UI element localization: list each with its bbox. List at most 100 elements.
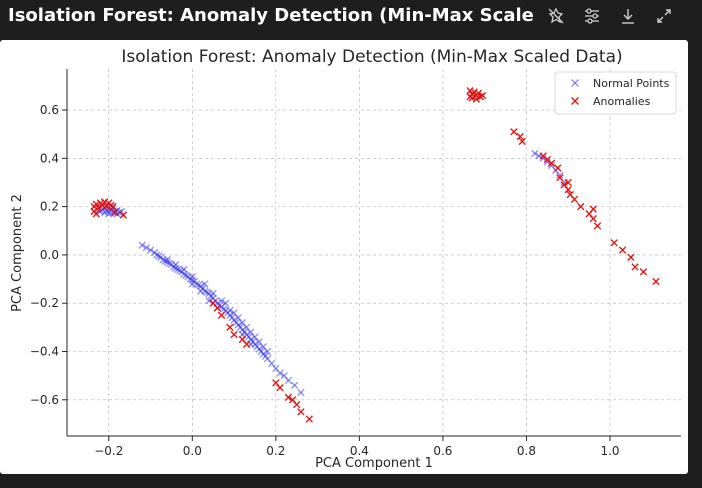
normal-point-stroke [171,260,180,269]
normal-point-stroke [117,207,125,216]
anomaly-point [119,211,128,219]
normal-point-stroke [142,243,151,252]
normal-point [276,369,284,377]
anomaly-point [518,137,526,146]
anomaly-point-stroke [119,211,128,219]
normal-point-stroke [259,342,268,351]
anomaly-point [564,186,572,194]
scatter-chart: Isolation Forest: Anomaly Detection (Min… [10,47,681,471]
anomaly-point-stroke [478,91,487,100]
download-button[interactable] [610,1,646,31]
legend-box [554,71,677,115]
anomaly-point-stroke [547,159,556,167]
anomaly-point [564,178,572,187]
anomaly-point-stroke [213,304,222,312]
normal-point-stroke [234,313,242,322]
anomaly-point-stroke [627,253,635,262]
anomaly-point-stroke [288,396,297,404]
x-tick-label: 0.4 [350,444,369,458]
normal-point-stroke [226,306,234,315]
normal-point-stroke [297,388,305,397]
download-icon [622,9,634,24]
anomaly-point-stroke [276,384,284,392]
anomaly-point-stroke [593,222,602,230]
anomaly-point [631,263,639,271]
anomaly-point [516,132,524,141]
y-tick-label: 0.2 [40,200,59,214]
normal-point [146,246,155,254]
anomaly-point [100,198,109,206]
normal-point [138,241,146,249]
legend-label-anomalies: Anomalies [593,95,651,108]
anomaly-point-stroke [556,173,564,182]
anomaly-point-stroke [472,95,481,103]
y-tick-label: −0.6 [30,393,59,407]
anomaly-point [556,173,564,182]
normal-point [205,297,213,305]
normal-point [105,210,113,218]
normal-point-stroke [255,338,263,346]
normal-point-stroke [547,161,556,170]
legend-anomaly-x [571,97,579,105]
anomaly-point [639,268,648,276]
legend-normal-x-stroke [571,79,579,87]
anomaly-point [570,195,579,204]
anomaly-point [92,200,100,208]
normal-point [242,323,251,332]
anomaly-point-stroke [560,181,568,189]
x-axis-label: PCA Component 1 [315,456,433,471]
normal-point [180,265,188,274]
anomaly-point [547,159,556,167]
normal-point [226,306,234,315]
anomaly-point-stroke [98,201,107,210]
anomaly-point-stroke [297,408,305,416]
anomaly-point [284,393,293,402]
anomaly-point-stroke [284,393,293,402]
normal-point-stroke [284,376,293,385]
anomaly-point-stroke [242,340,251,348]
normal-point-stroke [188,272,197,281]
normal-point-stroke [238,318,247,327]
y-axis-label: PCA Component 2 [10,194,25,312]
anomaly-point-stroke [539,152,547,160]
normal-point-stroke [146,246,155,254]
y-tick-label: 0.6 [40,103,59,117]
normal-point-stroke [531,149,539,158]
settings-button[interactable] [574,1,610,31]
legend-label-normal: Normal Points [593,77,670,90]
anomaly-point-stroke [272,379,280,387]
normal-point-stroke [272,364,280,373]
y-tick-label: 0.0 [40,248,59,262]
normal-point-stroke [267,359,276,368]
legend-anomaly-x-stroke [571,97,579,105]
normal-point-stroke [196,287,205,295]
normal-point-stroke [230,309,238,317]
normal-point [251,333,259,341]
anomaly-point-stroke [238,335,247,344]
anomaly-point [577,202,585,211]
normal-point [188,280,197,288]
anomaly-point [92,210,100,218]
anomaly-point-stroke [566,190,575,199]
anomaly-point-stroke [305,415,313,423]
normal-point [117,207,125,216]
anomaly-point [466,93,474,101]
unpin-button[interactable] [538,1,574,31]
anomaly-point-stroke [610,239,618,247]
normal-point [290,381,299,389]
anomaly-point [230,330,238,339]
normal-point-stroke [205,297,213,305]
anomaly-point-stroke [518,137,526,146]
legend-marker-anomalies [571,97,579,105]
x-tick-label: 1.0 [600,444,619,458]
expand-button[interactable] [646,1,682,31]
anomaly-point-stroke [516,132,524,141]
expand-icon [657,9,671,23]
y-tick-label: −0.4 [30,344,59,358]
anomaly-point-stroke [510,128,518,136]
anomaly-point [610,239,618,247]
normal-point [531,149,539,158]
anomaly-point-stroke [543,155,552,164]
anomaly-point-stroke [466,93,474,101]
anomaly-point [589,215,597,223]
